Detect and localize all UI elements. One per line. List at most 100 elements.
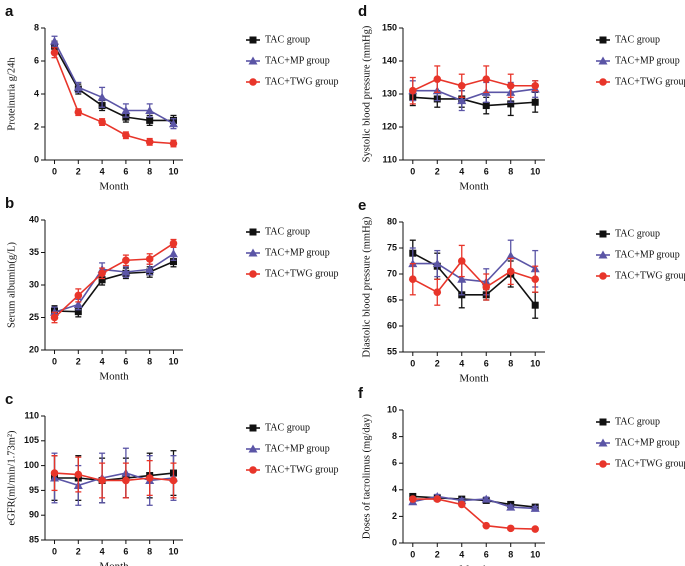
marker — [433, 75, 442, 83]
y-tick-label: 140 — [382, 55, 397, 65]
x-tick-label: 6 — [484, 166, 489, 176]
series-line — [412, 252, 536, 306]
marker — [74, 108, 83, 116]
marker — [168, 249, 178, 258]
x-tick-label: 10 — [168, 356, 178, 366]
x-tick-label: 2 — [435, 549, 440, 559]
y-tick-label: 150 — [382, 22, 397, 32]
marker — [122, 256, 130, 265]
legend-label: TAC+TWG group — [615, 458, 685, 469]
series-line — [412, 96, 536, 107]
y-tick-label: 2 — [34, 121, 39, 131]
marker — [408, 495, 417, 503]
marker — [482, 102, 490, 110]
y-tick-label: 85 — [29, 534, 39, 544]
marker — [482, 283, 491, 291]
marker — [50, 313, 59, 322]
x-tick-label: 0 — [52, 546, 57, 556]
x-tick-label: 0 — [410, 549, 415, 559]
x-tick-label: 6 — [484, 358, 489, 368]
marker — [506, 524, 515, 533]
x-tick-label: 8 — [147, 546, 152, 556]
marker — [145, 264, 155, 273]
y-tick-label: 10 — [387, 404, 397, 414]
marker — [248, 444, 258, 453]
marker — [145, 474, 154, 482]
marker — [249, 466, 257, 474]
series-line — [54, 472, 174, 482]
series-line — [412, 498, 536, 530]
marker — [599, 272, 607, 280]
x-tick-label: 8 — [508, 549, 513, 559]
marker — [457, 257, 466, 265]
x-axis-label: Month — [459, 181, 489, 193]
marker — [599, 460, 607, 468]
y-tick-label: 60 — [387, 320, 397, 330]
y-tick-label: 130 — [382, 88, 397, 98]
y-axis-label: Diastolic blood pressure (mmHg) — [361, 216, 372, 357]
x-tick-label: 10 — [530, 549, 540, 559]
marker — [457, 81, 466, 90]
y-tick-label: 35 — [29, 247, 39, 257]
marker — [121, 106, 131, 114]
marker — [169, 139, 178, 148]
series-line — [412, 254, 536, 283]
legend-label: TAC+TWG group — [265, 76, 338, 87]
x-tick-label: 0 — [410, 358, 415, 368]
y-tick-label: 30 — [29, 279, 39, 289]
y-tick-label: 8 — [392, 431, 397, 441]
marker — [169, 239, 178, 248]
legend-label: TAC group — [265, 422, 310, 433]
legend-label: TAC+MP group — [265, 443, 330, 454]
marker — [98, 476, 106, 485]
marker — [169, 476, 178, 485]
x-tick-label: 4 — [459, 166, 464, 176]
y-tick-label: 120 — [382, 121, 397, 131]
x-tick-label: 6 — [484, 549, 489, 559]
x-tick-label: 6 — [123, 356, 128, 366]
marker — [73, 82, 83, 91]
marker — [598, 250, 608, 259]
x-tick-label: 4 — [459, 549, 464, 559]
marker — [598, 56, 608, 65]
y-tick-label: 65 — [387, 294, 397, 304]
marker — [248, 248, 258, 257]
y-tick-label: 80 — [387, 216, 397, 226]
series-line — [53, 40, 174, 125]
y-tick-label: 20 — [29, 344, 39, 354]
marker — [481, 494, 491, 503]
marker — [530, 503, 540, 512]
series-line — [54, 472, 174, 487]
marker — [145, 255, 154, 263]
y-axis-label: Proteinuria g/24h — [6, 57, 17, 131]
y-axis-label: eGFR(ml/min/1.73m²) — [6, 430, 17, 526]
marker — [145, 138, 154, 146]
marker — [408, 86, 417, 95]
marker — [249, 228, 257, 236]
marker — [408, 275, 417, 284]
x-tick-label: 2 — [435, 358, 440, 368]
legend-label: TAC group — [615, 416, 660, 427]
x-tick-label: 10 — [168, 166, 178, 176]
series-line — [54, 472, 174, 482]
marker — [50, 469, 59, 477]
x-tick-label: 8 — [147, 356, 152, 366]
marker — [50, 36, 60, 45]
y-tick-label: 25 — [29, 312, 39, 322]
y-tick-label: 110 — [24, 410, 39, 420]
x-axis-label: Month — [459, 564, 489, 566]
panel-label: f — [358, 385, 364, 402]
y-tick-label: 40 — [29, 214, 39, 224]
y-axis-label: Systolic blood pressure (mmHg) — [361, 25, 372, 162]
legend-label: TAC+TWG group — [615, 76, 685, 87]
legend-label: TAC+MP group — [615, 437, 680, 448]
x-tick-label: 4 — [100, 166, 105, 176]
x-tick-label: 0 — [52, 356, 57, 366]
x-tick-label: 4 — [100, 356, 105, 366]
marker — [98, 276, 106, 284]
marker — [599, 36, 607, 44]
series-line — [53, 52, 174, 145]
series-line — [412, 259, 536, 294]
x-axis-label: Month — [99, 371, 129, 383]
marker — [249, 36, 257, 44]
